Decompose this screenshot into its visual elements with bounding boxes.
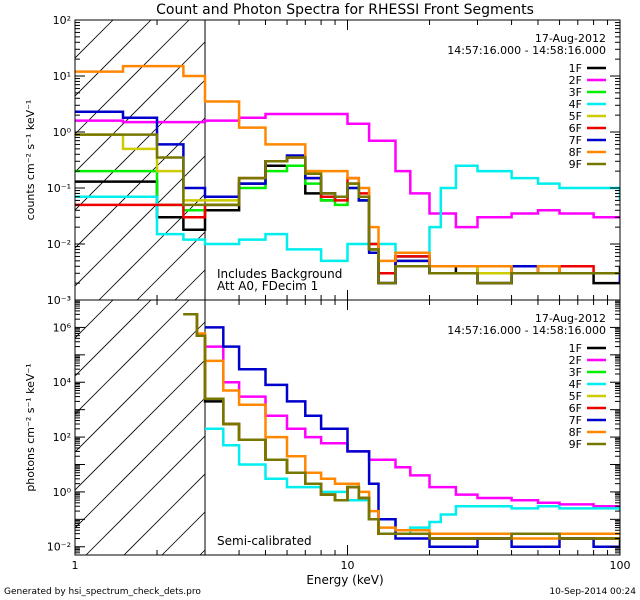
legend-label: 2F [569,74,582,87]
time-range-label: 14:57:16.000 - 14:58:16.000 [447,44,606,57]
legend-label: 1F [569,62,582,75]
series-line-9F [75,133,620,285]
y-tick-label: 10⁻² [47,238,71,251]
y-tick-label: 10² [53,14,71,27]
x-axis-label: Energy (keV) [306,573,383,587]
y-tick-label: 10⁻³ [47,294,71,307]
legend-label: 4F [569,378,582,391]
legend-label: 9F [569,438,582,451]
legend-label: 9F [569,158,582,171]
date-label: 17-Aug-2012 [535,312,606,325]
y-axis-label: photons cm⁻² s⁻¹ keV⁻¹ [24,363,37,491]
hatch-line [75,300,114,339]
hatch-region-1 [75,300,620,555]
series-line-8F [183,313,620,540]
legend-label: 5F [569,390,582,403]
hatch-region-0 [75,20,620,300]
legend-label: 5F [569,110,582,123]
hatch-mask [205,300,620,555]
legend-label: 1F [569,342,582,355]
series-line-9F [183,313,620,540]
y-tick-label: 10² [53,431,71,444]
plot-annotation: Att A0, FDecim 1 [217,279,318,293]
legend-label: 8F [569,426,582,439]
legend-label: 8F [569,146,582,159]
hatch-line [75,20,76,21]
y-tick-label: 10⁻² [47,541,71,554]
y-tick-label: 10⁻¹ [47,182,71,195]
y-tick-label: 10⁶ [53,321,72,334]
y-tick-label: 10⁴ [53,376,72,389]
y-tick-label: 10¹ [53,70,71,83]
date-label: 17-Aug-2012 [535,32,606,45]
plot-annotation: Semi-calibrated [217,534,312,548]
hatch-line [75,300,190,415]
series-line-2F [75,112,620,229]
legend-label: 6F [569,402,582,415]
legend-label: 7F [569,414,582,427]
legend-label: 3F [569,86,582,99]
y-axis-label: counts cm⁻² s⁻¹ keV⁻¹ [24,100,37,221]
plot-area-1 [75,300,620,555]
series-line-4F [75,164,620,263]
legend-label: 2F [569,354,582,367]
x-tick-label: 100 [610,559,631,572]
legend-label: 4F [569,98,582,111]
legend-label: 7F [569,134,582,147]
plot-area-0 [75,20,620,300]
hatch-line [75,300,228,453]
legend-label: 6F [569,122,582,135]
y-tick-label: 10⁰ [53,486,72,499]
x-tick-label: 1 [72,559,79,572]
hatch-line [75,300,152,377]
hatch-line [75,20,152,97]
series-line-7F [205,326,620,548]
hatch-line [75,300,76,301]
hatch-line [75,20,114,59]
hatch-mask [205,20,620,300]
y-tick-label: 10⁰ [53,126,72,139]
x-tick-label: 10 [341,559,355,572]
footer-generated-by: Generated by hsi_spectrum_check_dets.pro [4,587,201,597]
footer-date: 10-Sep-2014 00:24 [549,587,636,597]
legend-label: 3F [569,366,582,379]
chart-title: Count and Photon Spectra for RHESSI Fron… [156,2,534,18]
plot-annotation: Includes Background [217,267,342,281]
time-range-label: 14:57:16.000 - 14:58:16.000 [447,324,606,337]
